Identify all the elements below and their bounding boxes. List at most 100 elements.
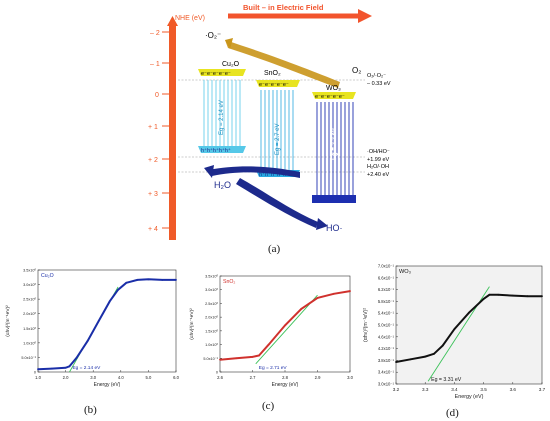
h2o-couple-label: H₂O/·OH xyxy=(367,164,389,170)
nhe-tick-label: + 2 xyxy=(148,157,158,164)
x-tick-label: 3.0 xyxy=(347,375,353,380)
sno2-cb-band xyxy=(256,80,300,87)
y-axis-label: (αhν)²(m⁻¹eV)² xyxy=(189,308,195,340)
wo3-transition-lines xyxy=(316,102,354,195)
data-point xyxy=(468,311,470,314)
y-axis-label: (αhν)²(m⁻¹eV)² xyxy=(5,305,11,337)
x-tick-label: 1.0 xyxy=(35,375,41,380)
o2-value-label: – 0.33 eV xyxy=(367,81,391,87)
cu2o-gap-label: Eg = 2.14 eV xyxy=(219,100,225,135)
panel-label-a: (a) xyxy=(268,243,281,255)
x-tick-label: 2.7 xyxy=(250,375,256,380)
data-point xyxy=(86,339,89,342)
x-axis-label: Energy (eV) xyxy=(455,394,484,400)
y-tick-label: 2.0x10⁰ xyxy=(205,316,218,320)
x-tick-label: 3.7 xyxy=(539,387,546,392)
data-point xyxy=(424,355,427,358)
y-tick-label: 0 xyxy=(34,371,36,375)
data-point xyxy=(147,278,150,281)
data-point xyxy=(526,295,529,298)
o2-couple-label: O₂/·O₂⁻ xyxy=(367,73,386,79)
nhe-tick-label: – 1 xyxy=(150,61,160,68)
y-tick-label: 2.0x10⁰ xyxy=(23,312,36,316)
data-point xyxy=(433,352,435,355)
cu2o-vb-band xyxy=(198,146,246,153)
x-axis-label: Energy (eV) xyxy=(272,382,299,388)
bandgap-annotation: Eg = 2.14 eV xyxy=(72,365,101,371)
chart-legend: WO₃ xyxy=(399,269,411,275)
data-point xyxy=(125,281,128,284)
sno2-holes: h⁺h⁺h⁺h⁺h⁺ xyxy=(259,171,289,178)
sno2-electrons: e⁻e⁻e⁻e⁻e⁻ xyxy=(259,82,289,88)
h2o-label: H₂O xyxy=(214,180,231,190)
y-tick-label: 3.4x10⁻¹ xyxy=(378,370,395,375)
y-tick-label: 5.0x10⁻¹ xyxy=(203,357,218,361)
y-tick-label: 6.2x10⁻¹ xyxy=(378,287,395,292)
x-tick-label: 3.6 xyxy=(510,387,517,392)
data-point xyxy=(50,367,53,370)
data-point xyxy=(37,368,39,371)
data-point xyxy=(453,328,456,331)
y-tick-label: 5.0x10⁻¹ xyxy=(21,356,36,360)
y-tick-label: 5.0x10⁻¹ xyxy=(378,323,395,328)
sno2-transition-lines xyxy=(260,90,294,170)
cu2o-electrons: e⁻e⁻e⁻e⁻e⁻ xyxy=(201,71,231,77)
nhe-tick-label: – 2 xyxy=(150,30,160,37)
o2-label: O₂ xyxy=(352,66,361,75)
superoxide-arrow-head-icon xyxy=(225,38,233,49)
bandgap-annotation: Eg = 2.71 eV xyxy=(259,365,288,371)
data-point xyxy=(251,356,254,358)
y-tick-label: 1.5x10⁰ xyxy=(205,329,218,333)
data-point xyxy=(332,292,335,295)
chart-cu2o: 1.0 2.0 3.0 4.0 5.0 6.0 0 5.0x10⁻¹ 1.0x10⁰ 1.5x10… xyxy=(5,269,180,389)
sno2-gap-label: Eg = 2.7 eV xyxy=(275,123,281,155)
y-tick-label: 3.0x10⁻¹ xyxy=(378,382,395,387)
x-tick-label: 2.0 xyxy=(63,375,69,380)
tangent-fit-line xyxy=(255,294,318,365)
y-tick-label: 1.0x10⁰ xyxy=(205,343,218,347)
chart-wo3: 3.2 3.3 3.4 3.5 3.6 3.7 3.0x10⁻¹ 3.4x10⁻¹ 3.8x10… xyxy=(363,264,546,401)
y-tick-label: 3.5x10⁰ xyxy=(23,269,36,273)
superoxide-arrow xyxy=(225,40,340,88)
cu2o-holes: h⁺h⁺h⁺h⁺h⁺ xyxy=(201,147,231,154)
x-tick-label: 3.2 xyxy=(393,387,400,392)
y-tick-label: 5.4x10⁻¹ xyxy=(378,311,395,316)
chart-legend: SnO₂ xyxy=(223,279,235,285)
ho-arrow-head-icon xyxy=(316,218,328,230)
data-point xyxy=(300,308,303,310)
superoxide-label: ·O₂⁻ xyxy=(205,31,221,40)
nhe-tick-label: + 1 xyxy=(148,124,158,131)
data-point xyxy=(488,293,491,296)
x-tick-label: 3.0 xyxy=(90,375,96,380)
data-point xyxy=(219,358,221,361)
oh-value-label: +1.99 eV xyxy=(367,157,390,163)
bandgap-annotation: Eg = 3.31 eV xyxy=(431,377,462,383)
y-tick-label: 6.6x10⁻¹ xyxy=(378,275,395,280)
panel-label-b: (b) xyxy=(84,404,97,416)
x-axis-label: Energy (eV) xyxy=(94,382,121,388)
y-tick-label: 4.2x10⁻¹ xyxy=(378,346,395,351)
x-tick-label: 5.0 xyxy=(145,375,151,380)
x-tick-label: 3.5 xyxy=(480,387,487,392)
cu2o-cb-band xyxy=(198,69,246,76)
x-tick-label: 2.8 xyxy=(282,375,288,380)
chart-legend: Cu₂O xyxy=(41,273,54,279)
chart-sno2: 2.6 2.7 2.8 2.9 3.0 0 5.0x10⁻¹ 1.0x10⁰ 1.5x10⁰ 2.… xyxy=(189,275,354,389)
data-point xyxy=(97,320,100,322)
x-tick-label: 3.3 xyxy=(422,387,429,392)
wo3-cb-band xyxy=(312,92,356,99)
data-point xyxy=(267,343,270,346)
plot-frame xyxy=(395,265,543,385)
nhe-tick-label: 0 xyxy=(155,92,159,99)
data-point xyxy=(75,356,78,359)
data-point xyxy=(108,300,111,303)
data-point xyxy=(511,294,514,297)
y-tick-label: 3.0x10⁰ xyxy=(23,283,36,287)
wo3-label: WO₃ xyxy=(326,85,341,92)
nhe-label: NHE (eV) xyxy=(175,15,205,22)
oh-couple-label: ·OH/HO⁻ xyxy=(367,149,390,155)
data-point xyxy=(175,279,177,281)
field-arrow-head-icon xyxy=(358,9,372,23)
